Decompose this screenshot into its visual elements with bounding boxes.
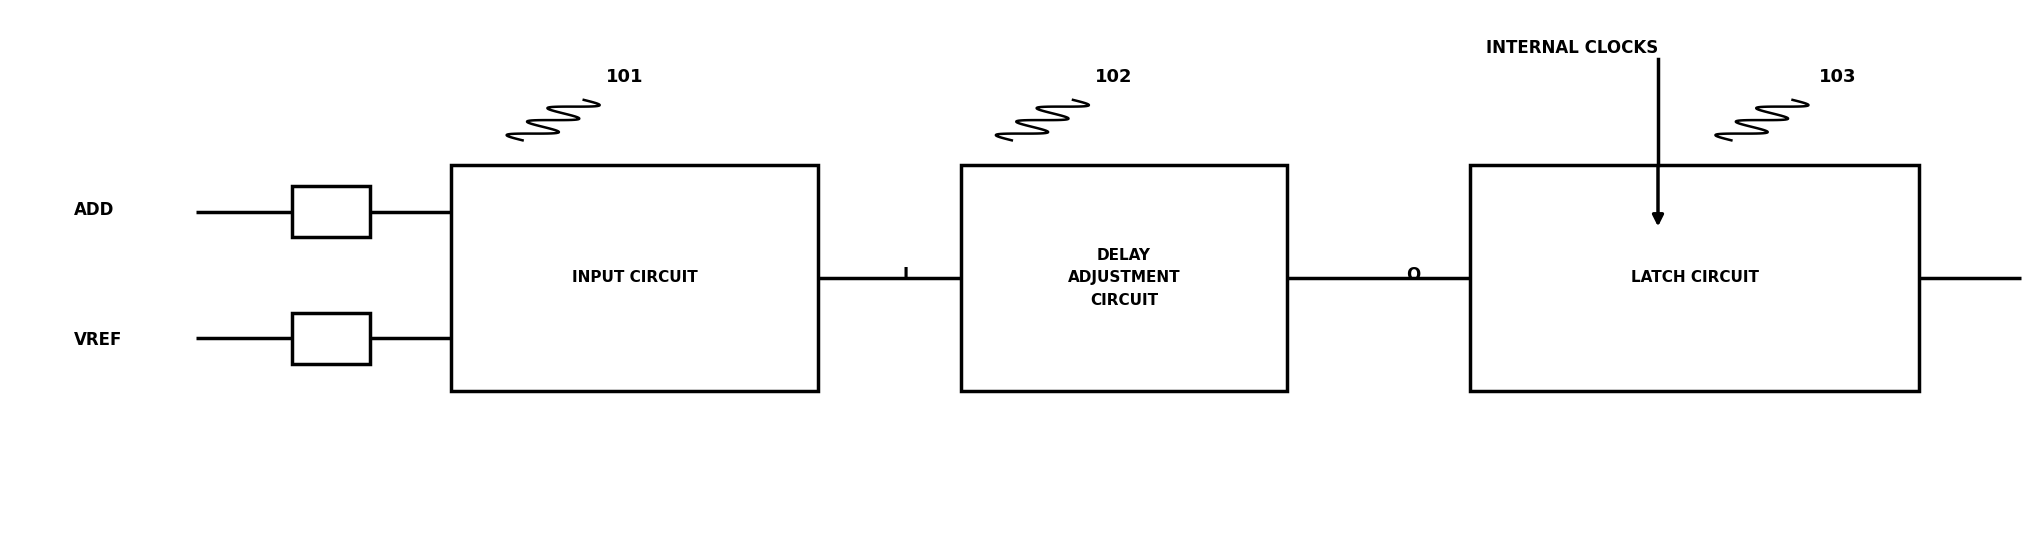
FancyBboxPatch shape [292,313,370,364]
Text: LATCH CIRCUIT: LATCH CIRCUIT [1631,270,1758,286]
Text: O: O [1406,266,1421,284]
Text: ADD: ADD [74,202,114,220]
Text: I: I [903,266,910,284]
FancyBboxPatch shape [452,165,818,391]
FancyBboxPatch shape [961,165,1288,391]
Text: VREF: VREF [74,331,123,349]
Text: 101: 101 [605,68,644,87]
Text: INTERNAL CLOCKS: INTERNAL CLOCKS [1486,39,1658,57]
Text: 103: 103 [1819,68,1856,87]
Text: 102: 102 [1096,68,1132,87]
Text: INPUT CIRCUIT: INPUT CIRCUIT [572,270,697,286]
FancyBboxPatch shape [292,186,370,238]
Text: DELAY
ADJUSTMENT
CIRCUIT: DELAY ADJUSTMENT CIRCUIT [1067,248,1179,307]
FancyBboxPatch shape [1470,165,1919,391]
